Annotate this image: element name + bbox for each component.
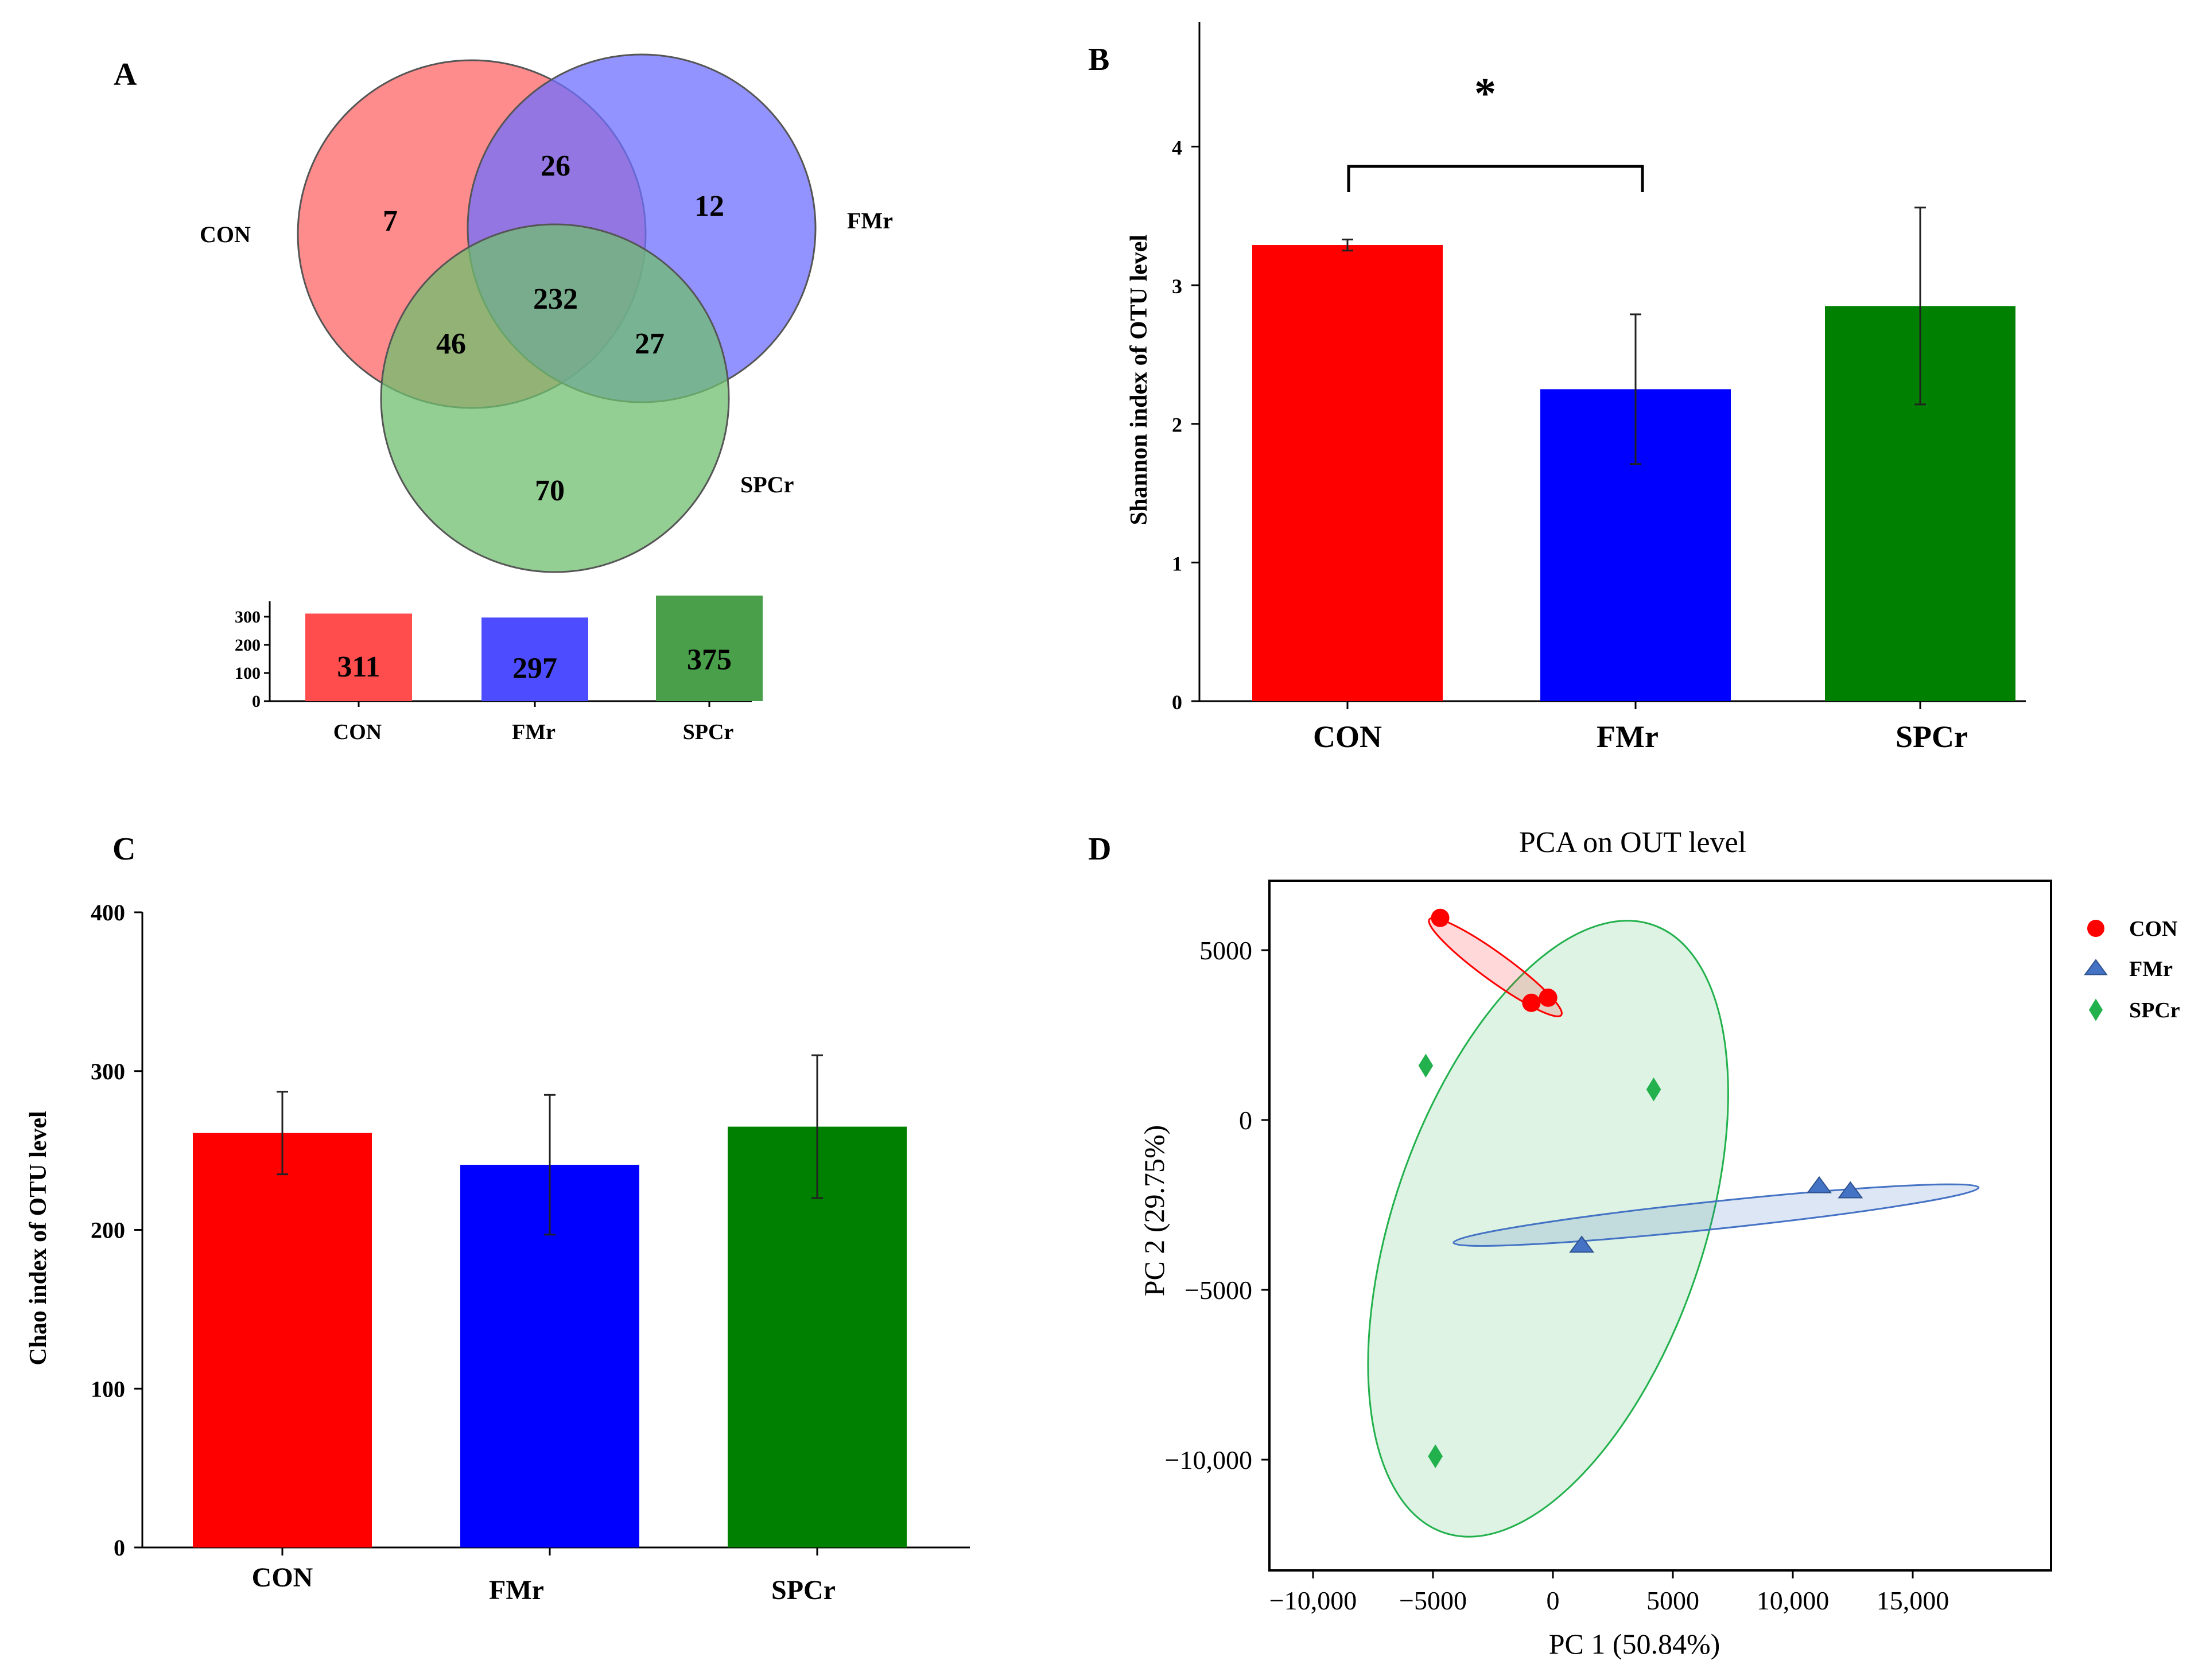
chao-bar-chart: 0 100 200 300 400 CON FMr SPCr	[91, 900, 970, 1605]
point-spcr	[1646, 1077, 1661, 1102]
legend-label-con: CON	[2129, 917, 2177, 941]
ellipse-con	[1428, 917, 1563, 1017]
x-tick-label: CON	[252, 1562, 313, 1593]
mini-bar-con	[305, 613, 412, 701]
point-fmr	[1838, 1181, 1863, 1199]
legend-marker-fmr	[2084, 959, 2108, 975]
shannon-bar-chart: 0 1 2 3 4 CON FMr SPCr *	[1172, 22, 2026, 754]
legend-marker-spcr	[2089, 998, 2103, 1021]
bar-con	[193, 1133, 372, 1547]
y-tick-label: 0	[1172, 691, 1182, 714]
mini-bar-value-label: 375	[687, 643, 732, 676]
venn-set-label-fmr: FMr	[847, 208, 893, 234]
venn-region-con-fmr: 26	[541, 150, 570, 182]
x-tick-label: SPCr	[1896, 720, 1968, 754]
significance-bracket	[1347, 165, 1644, 192]
x-tick-label: SPCr	[771, 1575, 836, 1605]
mini-bar-value-label: 311	[337, 651, 380, 683]
ellipse-fmr	[1452, 1183, 1980, 1247]
x-tick-label: 15,000	[1877, 1586, 1949, 1615]
mini-y-tick-label: 0	[252, 692, 261, 711]
point-con	[1522, 993, 1541, 1012]
y-tick-label: 200	[91, 1218, 125, 1243]
panel-label-a: A	[114, 57, 137, 92]
panel-a: A CON FMr SPCr 7 26 12 232 46 27 70 0 100…	[114, 53, 893, 744]
x-tick-label: −5000	[1399, 1586, 1467, 1615]
point-fmr	[1807, 1176, 1832, 1193]
mini-x-tick-label: SPCr	[683, 720, 734, 744]
legend-marker-con	[2087, 920, 2104, 937]
y-tick-label: 1	[1172, 552, 1182, 575]
y-tick-label: 0	[1239, 1106, 1252, 1135]
x-tick-label: FMr	[1597, 720, 1659, 754]
mini-x-tick-label: CON	[333, 720, 382, 744]
chart-title-d: PCA on OUT level	[1519, 826, 1746, 859]
venn-region-con-only: 7	[383, 205, 398, 238]
panel-d: D PCA on OUT level −10,000 −5000 0 5000 10,0…	[1088, 826, 2180, 1660]
mini-y-tick-label: 100	[235, 664, 261, 683]
mini-y-tick-label: 300	[235, 608, 261, 627]
mini-bar-fmr	[481, 617, 588, 701]
x-tick-label: 5000	[1646, 1586, 1699, 1615]
panel-c: C 0 100 200 300 400 CON FMr SPCr Chao index of …	[25, 831, 970, 1605]
venn-region-fmr-spcr: 27	[635, 328, 665, 360]
mini-bar-spcr	[656, 596, 763, 701]
venn-totals-bar-chart: 0 100 200 300 311 CON 297 FMr 375 SPCr	[235, 596, 763, 744]
y-tick-label: 400	[91, 900, 125, 925]
point-con	[1539, 988, 1558, 1007]
mini-bar-value-label: 297	[512, 652, 557, 685]
y-tick-label: 100	[91, 1376, 125, 1402]
panel-label-b: B	[1088, 42, 1109, 77]
point-spcr	[1418, 1053, 1434, 1078]
x-tick-label: CON	[1313, 720, 1382, 754]
y-tick-label: 5000	[1199, 936, 1252, 965]
y-tick-label: 3	[1172, 275, 1182, 298]
y-tick-label: 0	[114, 1535, 125, 1561]
pca-scatter-plot: −10,000 −5000 0 5000 10,000 15,000 5000 0 −5000 −…	[1165, 880, 2180, 1615]
y-tick-label: −5000	[1184, 1275, 1252, 1305]
x-tick-label: −10,000	[1269, 1586, 1357, 1615]
point-fmr	[1569, 1235, 1595, 1253]
y-tick-label: 300	[91, 1059, 125, 1084]
x-tick-label: 10,000	[1757, 1586, 1830, 1615]
panel-label-d: D	[1088, 831, 1111, 867]
bar-con	[1252, 245, 1443, 701]
ellipse-spcr	[1367, 920, 1729, 1538]
panel-label-c: C	[112, 831, 135, 867]
venn-region-fmr-only: 12	[694, 190, 724, 223]
y-tick-label: −10,000	[1165, 1445, 1252, 1475]
venn-set-label-spcr: SPCr	[740, 472, 794, 497]
x-tick-label: 0	[1547, 1586, 1560, 1615]
venn-region-spcr-only: 70	[535, 475, 565, 507]
point-spcr	[1428, 1444, 1443, 1468]
x-tick-label: FMr	[489, 1575, 544, 1605]
venn-set-label-con: CON	[200, 221, 251, 247]
legend-label-fmr: FMr	[2129, 957, 2173, 981]
plot-frame	[1268, 880, 2052, 1572]
y-axis-label-c: Chao index of OTU level	[25, 1111, 52, 1365]
panel-b: B 0 1 2 3 4 CON FMr SPCr * Shannon index of OTU …	[1088, 22, 2026, 754]
legend-label-spcr: SPCr	[2129, 998, 2180, 1022]
y-axis-label-d: PC 2 (29.75%)	[1138, 1125, 1170, 1297]
y-axis-label-b: Shannon index of OTU level	[1126, 235, 1152, 525]
mini-x-tick-label: FMr	[512, 720, 556, 744]
mini-y-tick-label: 200	[235, 636, 261, 655]
x-axis-label-d: PC 1 (50.84%)	[1549, 1628, 1720, 1660]
venn-region-all: 232	[533, 283, 578, 316]
significance-star: *	[1474, 69, 1496, 118]
y-tick-label: 4	[1172, 136, 1182, 159]
venn-circle-spcr	[380, 223, 730, 573]
y-tick-label: 2	[1172, 414, 1182, 437]
point-con	[1431, 908, 1450, 927]
venn-region-con-spcr: 46	[436, 328, 466, 360]
